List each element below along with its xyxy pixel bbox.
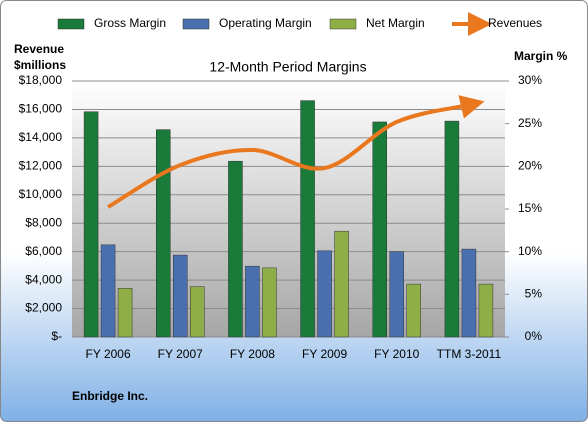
bar: [83, 111, 99, 338]
bar: [300, 100, 315, 338]
y2-tick-label: 25%: [518, 116, 542, 130]
x-tick-label: FY 2006: [86, 347, 131, 361]
y-tick-label: $16,000: [19, 102, 63, 116]
plot-area: [72, 81, 505, 337]
bar: [444, 120, 460, 338]
y2-tick-label: 20%: [518, 159, 542, 173]
y-tick-label: $8,000: [25, 215, 62, 229]
x-tick-label: FY 2010: [374, 347, 419, 361]
y-axis-label: $millions: [14, 58, 66, 72]
bar: [117, 288, 133, 338]
legend-swatch: [329, 18, 357, 30]
bar: [334, 230, 349, 338]
y-tick-label: $2,000: [25, 301, 62, 315]
bar: [245, 265, 260, 338]
bar: [228, 160, 243, 338]
y2-tick-label: 30%: [518, 73, 542, 87]
bar: [372, 121, 387, 338]
y2-axis-label: Margin %: [514, 49, 568, 63]
y-tick-label: $10,000: [19, 187, 63, 201]
y-tick-label: $14,000: [19, 130, 63, 144]
source: Enbridge Inc.: [72, 389, 148, 403]
x-tick-label: TTM 3-2011: [437, 347, 502, 361]
bar: [190, 286, 205, 338]
legend-label: Revenues: [488, 16, 542, 30]
revenue-line: [107, 95, 485, 209]
bar: [317, 250, 332, 338]
legend-label: Net Margin: [366, 16, 425, 30]
y2-tick-label: 5%: [525, 287, 543, 301]
bar: [156, 129, 171, 338]
x-tick-label: FY 2009: [302, 347, 347, 361]
y2-tick-label: 10%: [518, 244, 542, 258]
bar: [406, 283, 421, 338]
legend-swatch: [182, 18, 210, 30]
y-tick-label: $-: [51, 329, 62, 343]
y2-tick-label: 0%: [525, 329, 543, 343]
bar: [173, 254, 188, 338]
legend-label: Operating Margin: [219, 16, 312, 30]
x-tick-label: FY 2007: [158, 347, 203, 361]
y-axis-label: Revenue: [14, 42, 64, 56]
bar: [389, 251, 404, 338]
x-tick-label: FY 2008: [230, 347, 275, 361]
y-tick-label: $12,000: [19, 159, 63, 173]
y-tick-label: $6,000: [25, 244, 62, 258]
y-tick-label: $4,000: [25, 272, 62, 286]
legend-swatch: [57, 18, 85, 30]
y2-tick-label: 15%: [518, 201, 542, 215]
bar: [100, 244, 116, 338]
legend-label: Gross Margin: [94, 16, 166, 30]
chart-title: 12-Month Period Margins: [209, 59, 366, 75]
y-tick-label: $18,000: [19, 73, 63, 87]
bar: [461, 248, 477, 338]
bar: [478, 283, 494, 338]
bar: [262, 267, 277, 338]
